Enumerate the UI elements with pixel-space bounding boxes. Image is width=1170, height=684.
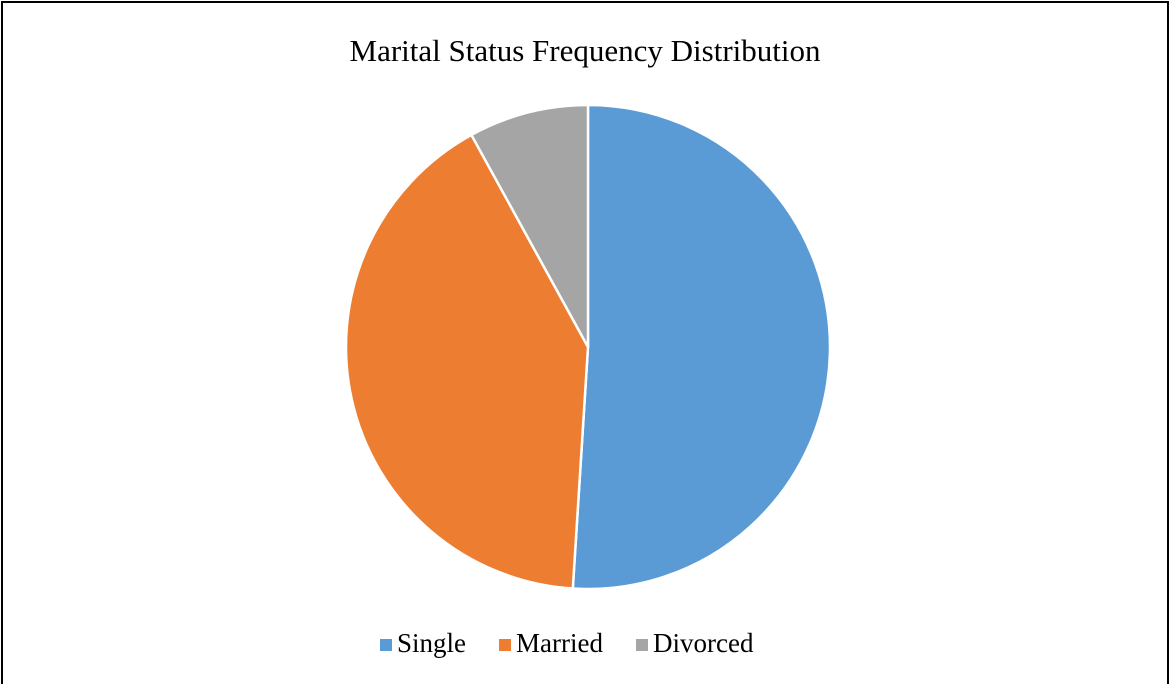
legend: Single Married Divorced <box>380 628 754 658</box>
pie <box>344 103 832 591</box>
chart-title: Marital Status Frequency Distribution <box>350 33 821 68</box>
legend-label: Single <box>397 628 466 658</box>
legend-label: Divorced <box>653 628 754 658</box>
legend-swatch <box>499 639 512 651</box>
pie-slice <box>344 133 590 590</box>
pie-slice <box>469 103 590 348</box>
legend-label: Married <box>516 628 603 658</box>
legend-swatch <box>635 639 648 651</box>
pie-slice <box>571 103 832 591</box>
legend-swatch <box>380 639 392 651</box>
